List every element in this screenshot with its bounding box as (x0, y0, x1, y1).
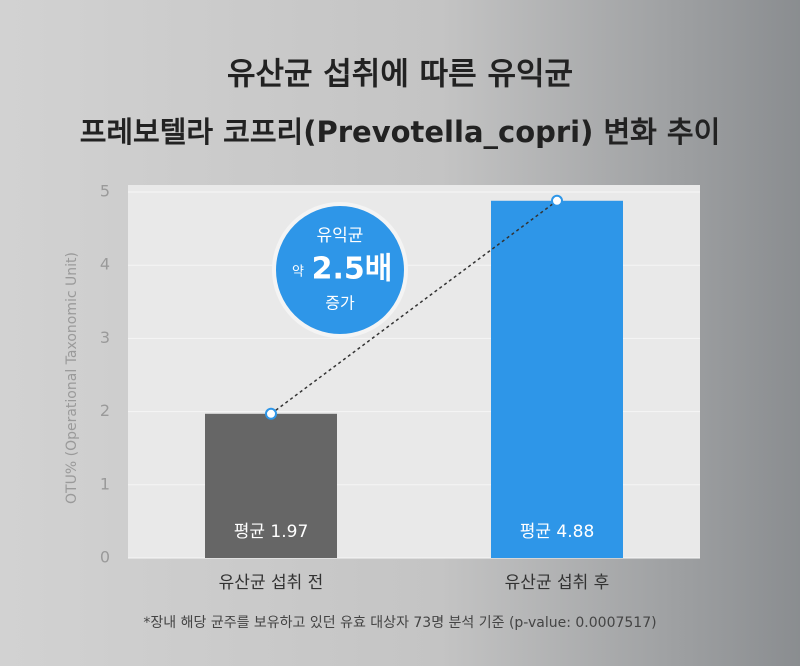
value-label: 평균 4.88 (520, 522, 595, 542)
y-tick-label: 0 (100, 548, 110, 567)
bar (491, 200, 623, 558)
annotation-text: 유익균 (317, 226, 364, 246)
value-label: 평균 1.97 (234, 522, 309, 542)
y-tick-label: 5 (100, 182, 110, 201)
annotation-text: 증가 (325, 294, 355, 313)
y-tick-label: 4 (100, 255, 110, 274)
x-tick-label: 유산균 섭취 전 (219, 573, 324, 593)
footnote: *장내 해당 균주를 보유하고 있던 유효 대상자 73명 분석 기준 (p-v… (143, 615, 656, 631)
y-axis-label: OTU% (Operational Taxonomic Unit) (64, 252, 80, 504)
chart-title: 프레보텔라 코프리(Prevotella_copri) 변화 추이 (80, 115, 721, 149)
annotation-bubble (272, 202, 408, 338)
y-tick-label: 3 (100, 328, 110, 347)
annotation-text: 약 (292, 265, 304, 280)
chart-title: 유산균 섭취에 따른 유익균 (227, 57, 573, 93)
trend-point (551, 194, 563, 207)
y-tick-label: 1 (100, 474, 110, 493)
y-tick-label: 2 (100, 401, 110, 420)
x-tick-label: 유산균 섭취 후 (505, 573, 610, 593)
annotation-text: 2.5배 (312, 252, 393, 287)
trend-point (265, 407, 277, 420)
bar (205, 413, 337, 558)
